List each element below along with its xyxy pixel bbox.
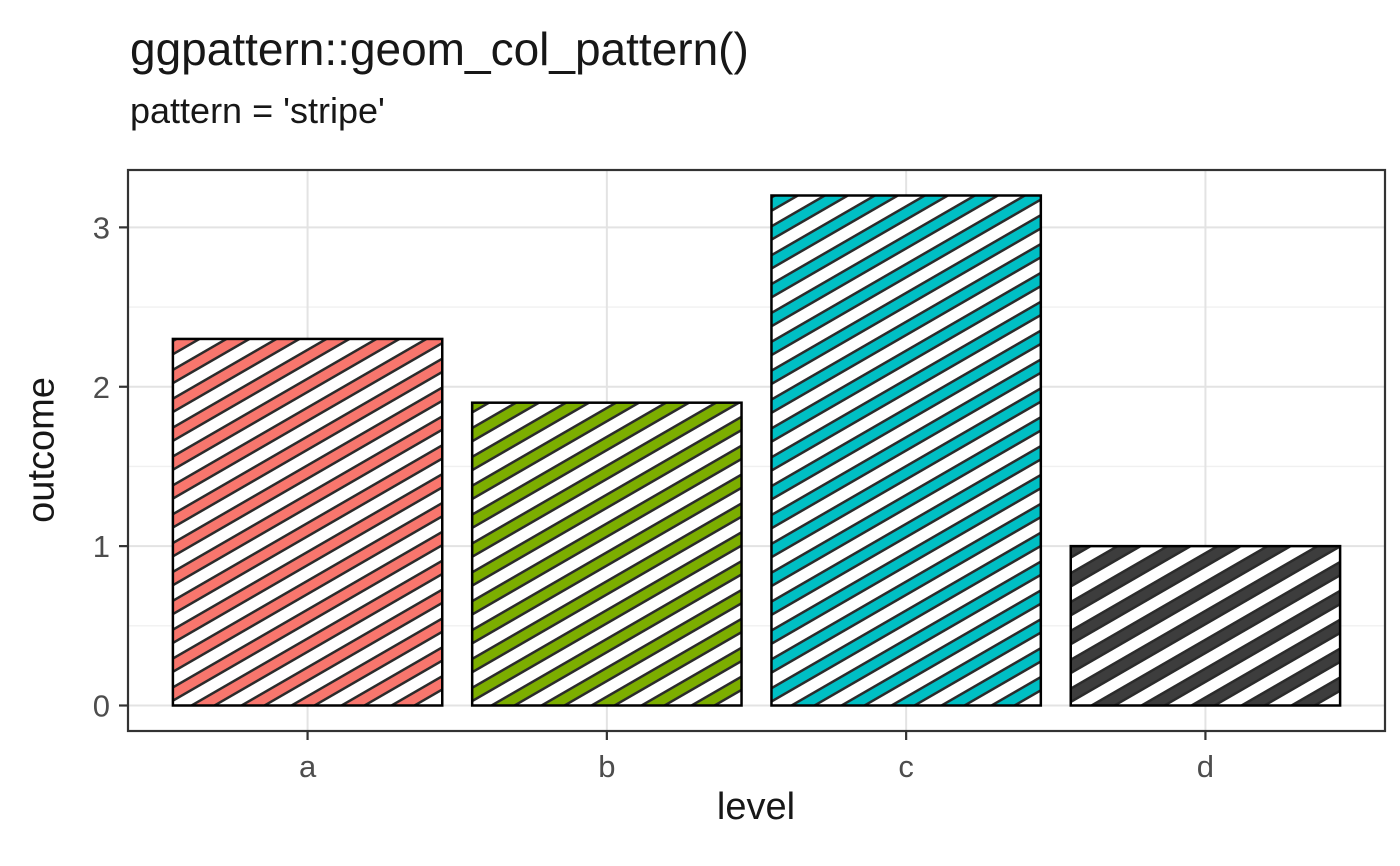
x-axis-title: level [716, 786, 796, 828]
panel-border [126, 168, 1387, 733]
x-tick-label: d [1197, 749, 1214, 784]
y-tick-label: 3 [93, 210, 110, 245]
bar-a [171, 337, 444, 707]
y-tick-label: 2 [93, 370, 110, 405]
x-tick-label: b [598, 749, 615, 784]
bar-d [1069, 544, 1342, 707]
bar-b [470, 401, 743, 707]
x-tick-label: a [299, 749, 317, 784]
y-tick-label: 1 [93, 529, 110, 564]
x-tick-label: c [898, 749, 914, 784]
chart-title: ggpattern::geom_col_pattern() [130, 23, 749, 75]
chart-subtitle: pattern = 'stripe' [130, 90, 385, 131]
bar-c [770, 194, 1043, 707]
y-tick-label: 0 [93, 689, 110, 724]
